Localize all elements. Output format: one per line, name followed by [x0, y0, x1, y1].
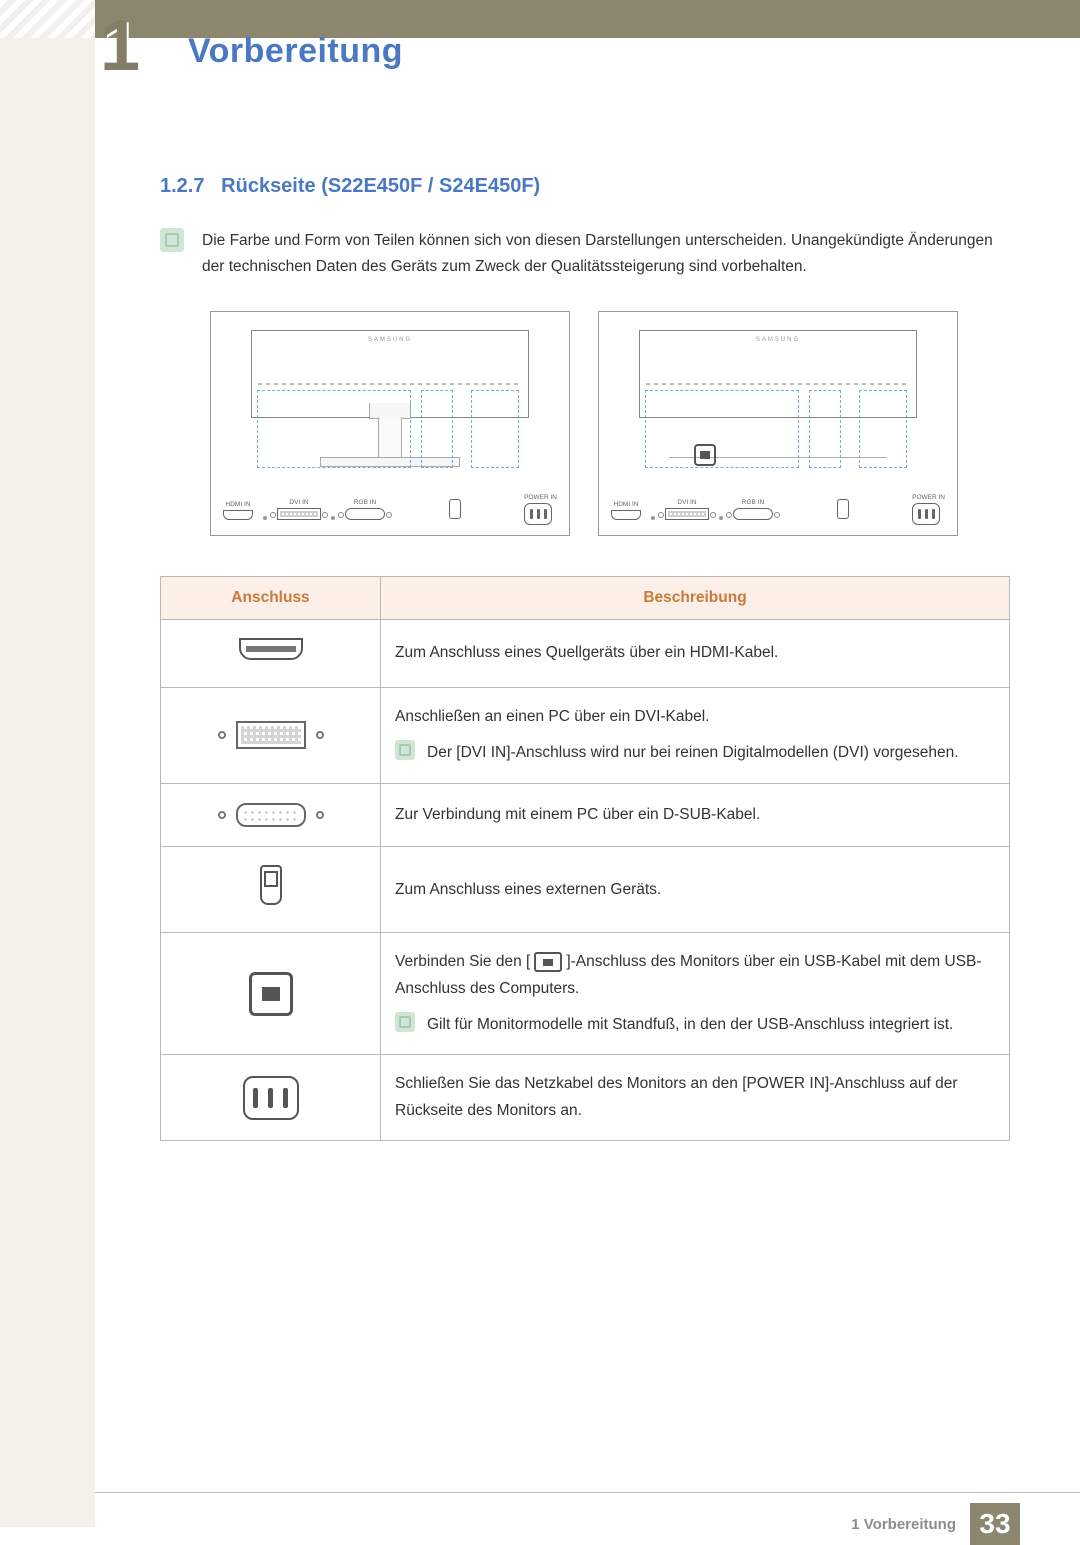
table-row: Zur Verbindung mit einem PC über ein D-S… — [161, 783, 1010, 846]
desc-pre: Verbinden Sie den [ — [395, 953, 530, 970]
intro-note-text: Die Farbe und Form von Teilen können sic… — [202, 228, 1010, 281]
cell-desc: Zum Anschluss eines Quellgeräts über ein… — [381, 619, 1010, 687]
section-title: Rückseite (S22E450F / S24E450F) — [221, 175, 540, 197]
page-number: 33 — [970, 1503, 1020, 1545]
vga-port-icon — [345, 508, 385, 520]
dvi-port-icon — [665, 508, 709, 520]
note-icon — [395, 1012, 415, 1032]
dvi-port-icon — [277, 508, 321, 520]
vga-icon — [218, 803, 324, 827]
note-icon — [395, 740, 415, 760]
vga-port-icon — [733, 508, 773, 520]
usb-inline-icon — [534, 952, 562, 972]
th-port: Anschluss — [161, 576, 381, 619]
section-heading: 1.2.7 Rückseite (S22E450F / S24E450F) — [160, 175, 1010, 198]
header-stripe — [0, 0, 95, 38]
note-text: Der [DVI IN]-Anschluss wird nur bei rein… — [427, 740, 959, 766]
row-note: Gilt für Monitormodelle mit Standfuß, in… — [395, 1012, 995, 1038]
dvi-icon — [218, 721, 324, 749]
page-footer: 1 Vorbereitung 33 — [95, 1492, 1080, 1493]
row-note: Der [DVI IN]-Anschluss wird nur bei rein… — [395, 740, 995, 766]
label-dvi: DVI IN — [277, 499, 321, 506]
chapter-title: Vorbereitung — [188, 32, 403, 71]
cell-desc: Anschließen an einen PC über ein DVI-Kab… — [395, 704, 995, 730]
chapter-number: 1 — [100, 10, 160, 70]
connections-table: Anschluss Beschreibung Zum Anschluss ein… — [160, 576, 1010, 1141]
cell-desc: Verbinden Sie den []-Anschluss des Monit… — [395, 949, 995, 1002]
table-row: Zum Anschluss eines Quellgeräts über ein… — [161, 619, 1010, 687]
note-text: Gilt für Monitormodelle mit Standfuß, in… — [427, 1012, 953, 1038]
intro-note: Die Farbe und Form von Teilen können sic… — [160, 228, 1010, 281]
cell-desc: Zum Anschluss eines externen Geräts. — [381, 847, 1010, 933]
table-row: Anschließen an einen PC über ein DVI-Kab… — [161, 688, 1010, 784]
table-row: Schließen Sie das Netzkabel des Monitors… — [161, 1055, 1010, 1141]
cell-desc: Zur Verbindung mit einem PC über ein D-S… — [381, 783, 1010, 846]
usb-a-port-icon — [837, 499, 849, 519]
label-power: POWER IN — [912, 494, 945, 501]
power-port-icon — [912, 503, 940, 525]
label-dvi: DVI IN — [665, 499, 709, 506]
usb-a-icon — [260, 865, 282, 905]
label-rgb: RGB IN — [733, 499, 773, 506]
left-sidebar-bg — [0, 38, 95, 1527]
rear-diagrams: SAMSUNG HDMI IN DVI IN RGB IN POWER IN — [210, 311, 1010, 536]
footer-text: 1 Vorbereitung — [851, 1516, 956, 1533]
section-number: 1.2.7 — [160, 175, 204, 197]
usb-b-icon — [249, 972, 293, 1016]
cell-desc: Schließen Sie das Netzkabel des Monitors… — [381, 1055, 1010, 1141]
usb-a-port-icon — [449, 499, 461, 519]
table-row: Verbinden Sie den []-Anschluss des Monit… — [161, 933, 1010, 1055]
th-desc: Beschreibung — [381, 576, 1010, 619]
hdmi-port-icon — [223, 510, 253, 520]
page-content: 1.2.7 Rückseite (S22E450F / S24E450F) Di… — [160, 175, 1010, 1141]
label-hdmi: HDMI IN — [223, 501, 253, 508]
power-icon — [243, 1076, 299, 1120]
table-row: Zum Anschluss eines externen Geräts. — [161, 847, 1010, 933]
hdmi-icon — [239, 638, 303, 660]
header-band — [0, 0, 1080, 38]
note-icon — [160, 228, 184, 252]
hdmi-port-icon — [611, 510, 641, 520]
label-rgb: RGB IN — [345, 499, 385, 506]
diagram-right: SAMSUNG HDMI IN DVI IN RGB IN POWER IN — [598, 311, 958, 536]
label-power: POWER IN — [524, 494, 557, 501]
diagram-left: SAMSUNG HDMI IN DVI IN RGB IN POWER IN — [210, 311, 570, 536]
power-port-icon — [524, 503, 552, 525]
label-hdmi: HDMI IN — [611, 501, 641, 508]
